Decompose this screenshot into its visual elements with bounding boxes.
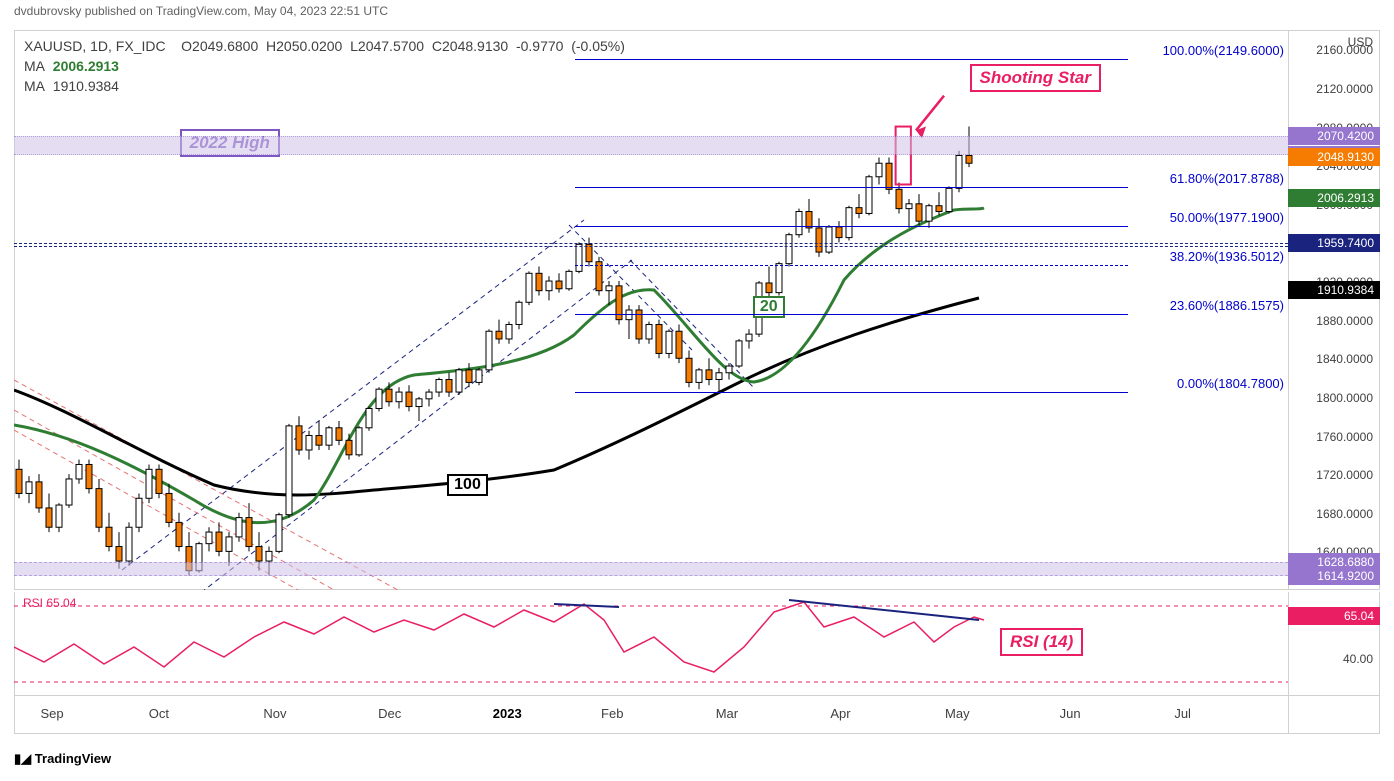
- time-label: Jul: [1174, 706, 1191, 721]
- time-axis-right: [1288, 696, 1380, 734]
- fib-label: 0.00%(1804.7800): [1177, 376, 1284, 391]
- annotation-rsi: RSI (14): [1000, 628, 1083, 656]
- price-zone: [14, 562, 1288, 575]
- fib-label: 61.80%(2017.8788): [1170, 171, 1284, 186]
- fib-line: [575, 392, 1128, 393]
- time-axis[interactable]: Sep Oct Nov Dec 2023 Feb Mar Apr May Jun Jul: [14, 696, 1288, 734]
- time-label: Sep: [40, 706, 63, 721]
- time-label: May: [945, 706, 970, 721]
- fib-line: [575, 314, 1128, 315]
- rsi-legend: RSI 65.04: [23, 596, 76, 610]
- brand-text: TradingView: [35, 751, 111, 766]
- price-axis[interactable]: USD 2160.00002120.00002080.00002040.0000…: [1288, 30, 1380, 590]
- time-label: Dec: [378, 706, 401, 721]
- annotation-ma100: 100: [447, 474, 488, 496]
- price-tick: 1840.0000: [1316, 352, 1373, 366]
- time-label: Nov: [263, 706, 286, 721]
- price-tick: 1760.0000: [1316, 430, 1373, 444]
- price-tag: 2048.9130: [1288, 148, 1380, 166]
- fib-line: [575, 265, 1128, 266]
- brand-footer: ▮◢ TradingView: [14, 751, 111, 767]
- rsi-tick: 40.00: [1343, 652, 1373, 666]
- price-tick: 1800.0000: [1316, 391, 1373, 405]
- price-tag: 1910.9384: [1288, 281, 1380, 299]
- price-tick: 2120.0000: [1316, 82, 1373, 96]
- brand-icon: ▮◢: [14, 751, 31, 766]
- time-label: Oct: [149, 706, 169, 721]
- time-label: Mar: [716, 706, 738, 721]
- price-tag: 2070.4200: [1288, 127, 1380, 145]
- time-label: Feb: [601, 706, 623, 721]
- price-tick: 1680.0000: [1316, 507, 1373, 521]
- fib-line: [575, 59, 1128, 60]
- time-label: Jun: [1060, 706, 1081, 721]
- rsi-tag: 65.04: [1288, 607, 1380, 625]
- rsi-label: RSI: [23, 596, 43, 610]
- time-label: Apr: [830, 706, 850, 721]
- price-tag: 1959.7400: [1288, 234, 1380, 252]
- publisher-info: dvdubrovsky published on TradingView.com…: [14, 4, 388, 18]
- price-tag: 1614.9200: [1288, 567, 1380, 585]
- price-tag: 2006.2913: [1288, 189, 1380, 207]
- fib-label: 38.20%(1936.5012): [1170, 249, 1284, 264]
- price-tick: 2160.0000: [1316, 43, 1373, 57]
- price-tick: 1880.0000: [1316, 314, 1373, 328]
- fib-label: 100.00%(2149.6000): [1163, 43, 1284, 58]
- rsi-value: 65.04: [46, 596, 76, 610]
- fib-label: 50.00%(1977.1900): [1170, 210, 1284, 225]
- price-zone: [14, 136, 1288, 156]
- fib-line: [575, 226, 1128, 227]
- fib-line: [575, 187, 1128, 188]
- main-chart[interactable]: [14, 30, 1288, 590]
- price-tick: 1720.0000: [1316, 468, 1373, 482]
- price-zone: [14, 243, 1288, 248]
- fib-label: 23.60%(1886.1575): [1170, 298, 1284, 313]
- time-label: 2023: [493, 706, 522, 721]
- annotation-shooting-star: Shooting Star: [970, 64, 1101, 92]
- rsi-chart[interactable]: RSI 65.04: [14, 592, 1288, 696]
